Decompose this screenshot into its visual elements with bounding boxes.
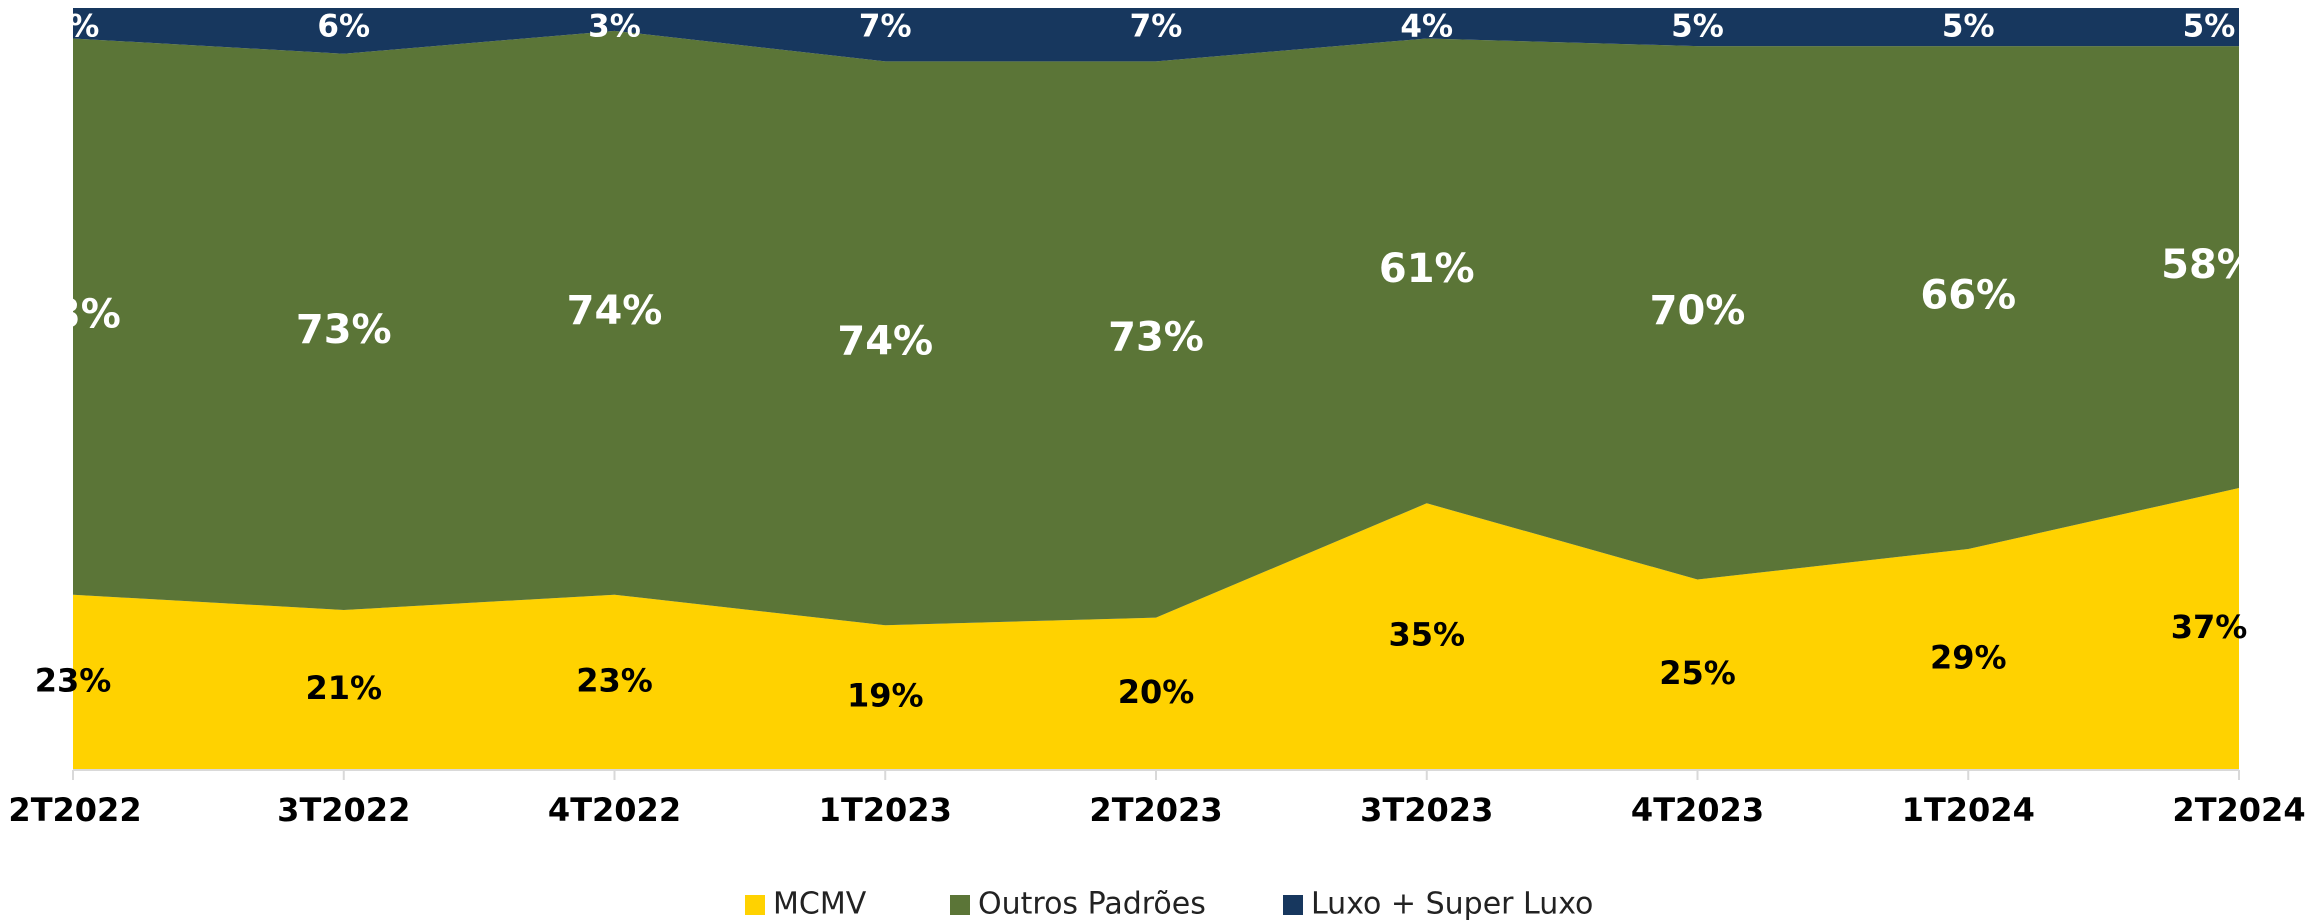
data-label: 29%	[1930, 639, 2007, 677]
data-label: 5%	[1671, 9, 1724, 45]
data-label: 58%	[2161, 242, 2257, 288]
data-label: 7%	[1130, 9, 1183, 45]
legend-label: Luxo + Super Luxo	[1311, 887, 1593, 920]
data-label: 37%	[2171, 608, 2248, 646]
area	[73, 30, 2239, 626]
x-tick-label: 2T2023	[1089, 791, 1222, 829]
area	[73, 488, 2239, 770]
data-label: 23%	[35, 661, 112, 699]
x-tick-label: 2T2024	[2172, 791, 2305, 829]
data-label: 61%	[1379, 246, 1475, 292]
x-tick-label: 3T2023	[1360, 791, 1493, 829]
x-tick-label: 1T2024	[1902, 791, 2035, 829]
data-label: 7%	[859, 9, 912, 45]
x-tick-label: 1T2023	[819, 791, 952, 829]
data-label: 74%	[837, 318, 933, 364]
data-label: 6%	[317, 9, 370, 45]
legend-swatch	[950, 895, 970, 915]
data-label: 21%	[305, 669, 382, 707]
data-label: 4%	[47, 9, 100, 45]
data-label: 35%	[1388, 616, 1465, 654]
x-tick-label: 4T2023	[1631, 791, 1764, 829]
data-label: 70%	[1650, 288, 1746, 334]
legend-label: Outros Padrões	[978, 887, 1206, 920]
legend-swatch	[745, 895, 765, 915]
data-label: 66%	[1920, 273, 2016, 319]
legend-label: MCMV	[773, 887, 867, 920]
data-label: 19%	[847, 677, 924, 715]
data-label: 5%	[1942, 9, 1995, 45]
data-label: 23%	[576, 661, 653, 699]
data-label: 73%	[1108, 314, 1204, 360]
x-tick-label: 3T2022	[277, 791, 410, 829]
data-label: 73%	[296, 307, 392, 353]
data-label: 73%	[25, 292, 121, 338]
data-label: 25%	[1659, 654, 1736, 692]
data-label: 5%	[2183, 9, 2236, 45]
data-label: 74%	[567, 288, 663, 334]
x-tick-label: 4T2022	[548, 791, 681, 829]
data-label: 20%	[1118, 673, 1195, 711]
x-tick-label: 2T2022	[8, 791, 141, 829]
area	[73, 8, 2239, 62]
legend-swatch	[1283, 895, 1303, 915]
data-label: 3%	[588, 9, 641, 45]
data-label: 4%	[1400, 9, 1453, 45]
